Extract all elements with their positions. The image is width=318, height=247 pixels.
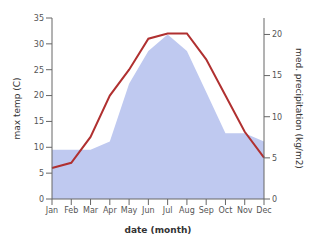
svg-text:30: 30 <box>34 40 44 49</box>
svg-text:Feb: Feb <box>64 206 78 215</box>
svg-text:10: 10 <box>272 113 282 122</box>
svg-text:Sep: Sep <box>199 206 214 215</box>
svg-text:date (month): date (month) <box>125 225 192 235</box>
svg-text:Apr: Apr <box>103 206 118 215</box>
svg-text:25: 25 <box>34 66 44 75</box>
svg-text:20: 20 <box>34 91 44 100</box>
svg-text:max temp (C): max temp (C) <box>12 77 22 139</box>
svg-text:Jul: Jul <box>162 206 173 215</box>
svg-text:35: 35 <box>34 14 44 23</box>
svg-text:15: 15 <box>34 117 44 126</box>
svg-text:Dec: Dec <box>256 206 271 215</box>
svg-text:Aug: Aug <box>179 206 195 215</box>
svg-text:Oct: Oct <box>219 206 233 215</box>
svg-text:0: 0 <box>272 195 277 204</box>
svg-text:Jan: Jan <box>45 206 58 215</box>
svg-text:Nov: Nov <box>237 206 253 215</box>
svg-text:20: 20 <box>272 30 282 39</box>
svg-text:med. precipitation (kg/m2): med. precipitation (kg/m2) <box>294 48 304 169</box>
svg-text:Mar: Mar <box>83 206 99 215</box>
svg-text:0: 0 <box>39 195 44 204</box>
svg-text:5: 5 <box>272 154 277 163</box>
svg-text:15: 15 <box>272 71 282 80</box>
svg-text:5: 5 <box>39 169 44 178</box>
svg-text:Jun: Jun <box>141 206 155 215</box>
svg-text:10: 10 <box>34 143 44 152</box>
svg-text:May: May <box>121 206 138 215</box>
